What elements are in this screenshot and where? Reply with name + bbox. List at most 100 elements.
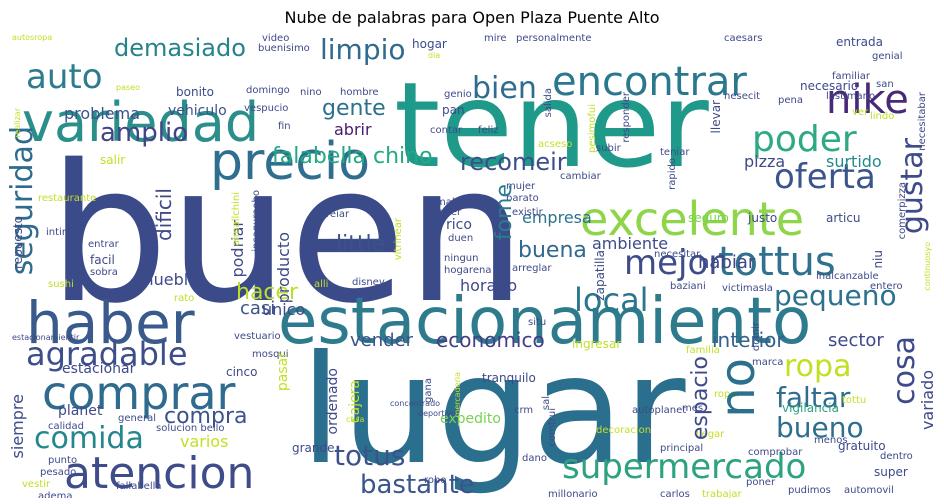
word-tottu: tottu xyxy=(842,395,867,406)
word-necesario: necesario xyxy=(800,79,859,93)
word-familia: familia xyxy=(686,345,720,356)
word-mercaderia: mercaderia xyxy=(453,372,462,418)
word-seguro: seguro xyxy=(688,211,729,225)
word-teniar: teniar xyxy=(660,147,690,158)
word-lugar: lugar xyxy=(300,324,686,498)
word-calidad: calidad xyxy=(48,421,85,432)
word-mal: mal xyxy=(436,197,455,208)
word-marca: marca xyxy=(752,357,784,368)
word-robo: robo xyxy=(424,475,447,486)
word-atencion: atencion xyxy=(64,448,255,498)
word-agradable: agradable xyxy=(26,335,188,373)
word-planet: planet xyxy=(58,403,103,419)
word-supermercado: supermercado xyxy=(562,447,807,487)
word-feliz: feliz xyxy=(478,125,499,136)
word-veiar: veiar xyxy=(324,209,350,220)
word-estacionar: estacionar xyxy=(62,361,136,377)
word-comida: comida xyxy=(34,421,144,456)
word-pan: pan xyxy=(442,103,465,117)
word-gratuito: gratuito xyxy=(838,439,886,453)
word-nesecit: nesecit xyxy=(724,91,761,102)
word-fome: fome xyxy=(492,184,517,241)
word-auto: auto xyxy=(26,57,103,97)
word-victimasla: victimasla xyxy=(722,283,773,294)
word-cosa: cosa xyxy=(887,336,922,405)
word-barato: barato xyxy=(506,193,539,204)
word-continuosyo: continuosyo xyxy=(923,242,932,291)
word-demasiado: demasiado xyxy=(114,34,246,62)
word-general: general xyxy=(118,413,157,424)
word-espacio: espacio xyxy=(688,356,713,441)
word-buen: buen xyxy=(48,124,527,345)
word-contar: contar xyxy=(430,125,463,136)
word-autoplanet: autoplanet xyxy=(632,405,687,416)
word-cinco: cinco xyxy=(226,365,258,379)
word-necesitar: necesitar xyxy=(654,249,701,260)
word-gana: gana xyxy=(423,378,434,403)
word-bastante: bastante xyxy=(360,470,475,498)
word-estacionamiento: estacionamiento xyxy=(278,285,812,359)
word-ambiente: ambiente xyxy=(592,234,669,253)
word-oferta: oferta xyxy=(774,157,876,197)
word-abrir: abrir xyxy=(334,120,372,139)
word-hogar: hogar xyxy=(412,37,447,51)
word-problema: problema xyxy=(64,104,141,123)
word-menos: menos xyxy=(814,435,848,446)
word-lindo: lindo xyxy=(870,111,895,122)
word-hombre: hombre xyxy=(340,87,379,98)
word-sobra: sobra xyxy=(90,267,118,278)
word-cambiar: cambiar xyxy=(560,171,601,182)
word-ingresar: ingresar xyxy=(572,337,622,351)
word-video: video xyxy=(262,33,290,44)
word-buena: buena xyxy=(518,238,587,263)
word-siempre: siempre xyxy=(8,394,27,459)
word-concentrado: concentrado xyxy=(390,399,441,408)
word-necesitabar: necesitabar xyxy=(917,92,928,151)
word-little: little xyxy=(336,232,386,257)
word-ordenado: ordenado xyxy=(325,368,341,435)
word-solucion-bello: solucion bello xyxy=(156,423,225,434)
word-principal: principal xyxy=(660,443,704,454)
word-intimo: intimo xyxy=(46,227,78,238)
word-personalmente: personalmente xyxy=(516,33,592,44)
word-no: no xyxy=(710,358,766,418)
word-pesimofui: pesimofui xyxy=(587,104,598,153)
word-fin: fin xyxy=(278,121,291,132)
word-producto: producto xyxy=(274,232,293,304)
word-interior: interior xyxy=(712,328,785,352)
word-domingo: domingo xyxy=(246,85,290,96)
word-pudimos: pudimos xyxy=(788,485,831,496)
word-zapatilla: zapatilla xyxy=(593,250,607,301)
word-valer: valer xyxy=(436,207,462,218)
word-bueno: bueno xyxy=(776,411,864,444)
word-mujer: mujer xyxy=(506,181,536,192)
word-bonito: bonito xyxy=(176,85,214,99)
word-acseso: acseso xyxy=(538,139,573,150)
word-genio: genio xyxy=(444,89,472,100)
word-justo: justo xyxy=(748,211,778,225)
word-restaurante: restaurante xyxy=(38,193,97,204)
word-rapido: rapido xyxy=(667,158,678,190)
word-rato: rato xyxy=(174,293,195,304)
word-empresa: empresa xyxy=(522,208,592,227)
word-arreglar: arreglar xyxy=(512,263,552,274)
word-hogarena: hogarena xyxy=(444,265,492,276)
word-mire: mire xyxy=(484,33,507,44)
word-articu: articu xyxy=(826,211,861,225)
word-autosropa: autosropa xyxy=(12,33,53,42)
word-casa: casa xyxy=(346,415,365,424)
word-genial: genial xyxy=(872,51,903,62)
word-salir: salir xyxy=(100,153,126,167)
word-decoracion: decoracion xyxy=(596,425,652,436)
word-dentro: dentro xyxy=(880,451,913,462)
word-caesars: caesars xyxy=(724,33,763,44)
word-gente: gente xyxy=(322,96,386,121)
word-deportivo: deportivo xyxy=(418,409,457,418)
word-salida: salida xyxy=(543,88,554,118)
word-economico: economico xyxy=(436,328,545,352)
word-estacionamientir: estacionamientir xyxy=(12,333,80,342)
word-unico: unico xyxy=(262,300,306,319)
word-pasar: pasar xyxy=(275,352,291,392)
word-falabella-chino: falabella chino xyxy=(272,144,433,169)
word-lastimano: lastimano xyxy=(826,91,876,102)
